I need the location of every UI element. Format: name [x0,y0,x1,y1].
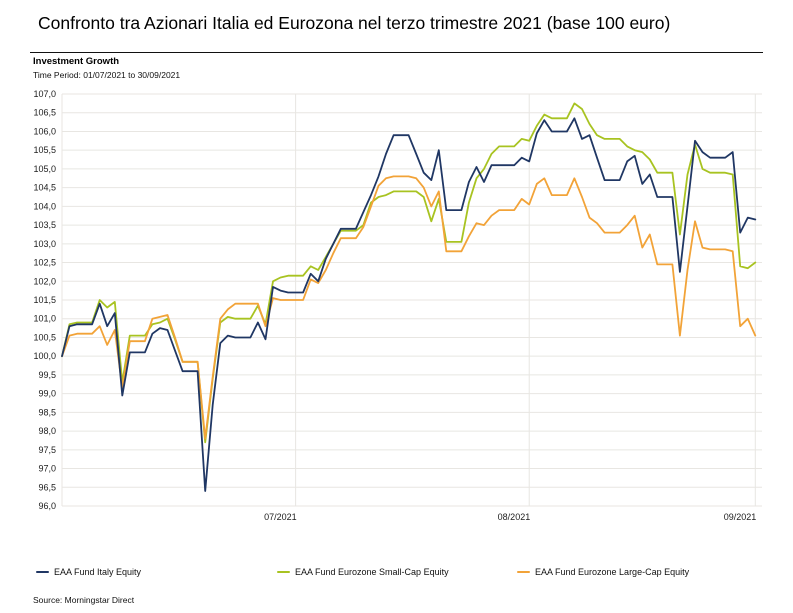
y-axis-tick-label: 100,0 [33,351,56,361]
page-title: Confronto tra Azionari Italia ed Eurozon… [38,13,671,33]
series-line-italy-equity [61,117,757,492]
legend-item-eurozone-largecap: EAA Fund Eurozone Large-Cap Equity [517,566,689,578]
section-heading: Investment Growth [33,56,120,67]
eurozone-largecap-line-swatch [517,570,530,574]
legend-item-italy-equity: EAA Fund Italy Equity [36,566,141,578]
y-axis-tick-label: 103,5 [33,220,56,230]
y-axis-tick-label: 97,5 [38,445,56,455]
source-note: Source: Morningstar Direct [33,595,135,605]
italy-equity-line-swatch [36,570,49,574]
series-line-eurozone-smallcap [61,102,757,444]
title-divider [30,52,763,53]
legend-label: EAA Fund Eurozone Large-Cap Equity [535,567,690,577]
legend-label: EAA Fund Italy Equity [54,567,142,577]
x-axis-tick-label: 08/2021 [498,512,531,522]
eurozone-smallcap-line-swatch [277,570,290,574]
y-axis-tick-label: 98,0 [38,426,56,436]
y-axis-tick-label: 104,5 [33,183,56,193]
time-period-label: Time Period: 01/07/2021 to 30/09/2021 [33,70,181,80]
series-line-eurozone-largecap [61,175,757,440]
y-axis-tick-label: 101,0 [33,314,56,324]
y-axis-tick-label: 96,5 [38,482,56,492]
y-axis-tick-label: 100,5 [33,332,56,342]
y-axis-tick-label: 105,5 [33,145,56,155]
y-axis-tick-label: 102,0 [33,276,56,286]
y-axis-tick-label: 99,0 [38,389,56,399]
y-axis-tick-label: 101,5 [33,295,56,305]
legend-item-eurozone-smallcap: EAA Fund Eurozone Small-Cap Equity [277,566,449,578]
y-axis-tick-label: 106,5 [33,108,56,118]
y-axis-tick-label: 105,0 [33,164,56,174]
y-axis-tick-label: 102,5 [33,258,56,268]
y-axis-tick-label: 103,0 [33,239,56,249]
y-axis-tick-label: 99,5 [38,370,56,380]
legend-label: EAA Fund Eurozone Small-Cap Equity [295,567,449,577]
x-axis-tick-label: 09/2021 [724,512,757,522]
y-axis-tick-label: 98,5 [38,407,56,417]
chart-legend: EAA Fund Italy Equity EAA Fund Eurozone … [0,566,793,580]
y-axis-tick-label: 107,0 [33,89,56,99]
y-axis-tick-label: 97,0 [38,464,56,474]
y-axis-tick-label: 106,0 [33,126,56,136]
y-axis-tick-label: 96,0 [38,501,56,511]
y-axis-tick-label: 104,0 [33,201,56,211]
x-axis-tick-label: 07/2021 [264,512,297,522]
